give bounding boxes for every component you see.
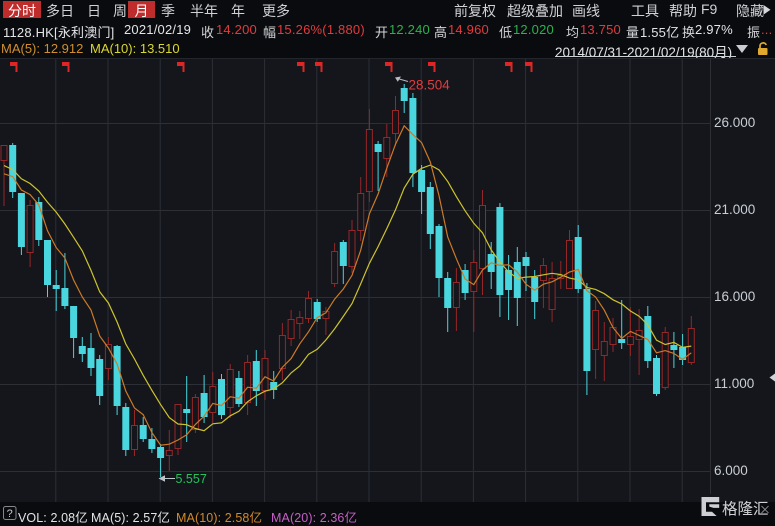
svg-text:16.000: 16.000 — [714, 289, 755, 304]
svg-text:21.000: 21.000 — [714, 202, 755, 217]
svg-text:26.000: 26.000 — [714, 115, 755, 130]
svg-text:格隆汇: 格隆汇 — [722, 500, 769, 518]
svg-text:6.000: 6.000 — [714, 463, 748, 478]
svg-text:11.000: 11.000 — [714, 376, 754, 391]
svg-text:?: ? — [7, 508, 13, 520]
svg-text:5.557: 5.557 — [176, 472, 207, 486]
svg-text:28.504: 28.504 — [409, 78, 451, 93]
